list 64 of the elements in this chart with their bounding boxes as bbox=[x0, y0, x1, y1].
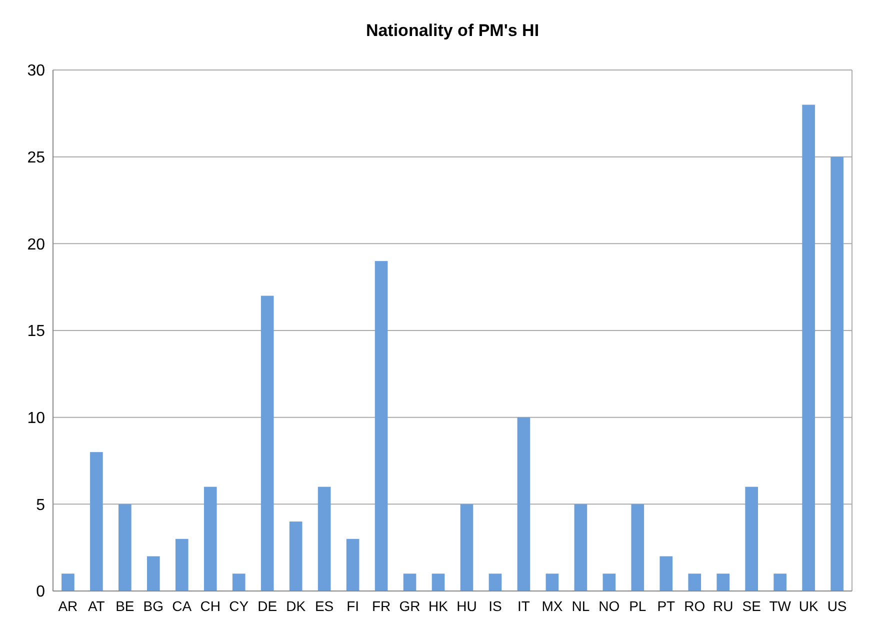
bar bbox=[232, 574, 246, 591]
y-tick-label: 25 bbox=[27, 149, 46, 166]
y-tick-label: 5 bbox=[36, 496, 46, 514]
bar bbox=[260, 296, 274, 591]
x-tick-label: DK bbox=[286, 598, 306, 614]
x-tick-label: DE bbox=[258, 598, 278, 614]
x-tick-label: NO bbox=[598, 598, 620, 614]
bar bbox=[147, 556, 160, 591]
bar bbox=[602, 574, 616, 591]
y-tick-label: 0 bbox=[36, 584, 46, 601]
bar bbox=[774, 574, 786, 591]
bar bbox=[745, 486, 758, 591]
bar bbox=[517, 417, 530, 591]
bar bbox=[830, 156, 844, 591]
bar bbox=[660, 556, 673, 591]
bar bbox=[374, 261, 388, 591]
x-tick-label: MX bbox=[542, 598, 564, 614]
bar bbox=[460, 504, 474, 591]
bar bbox=[118, 504, 132, 591]
bar bbox=[546, 574, 559, 591]
x-tick-label: GR bbox=[399, 598, 420, 614]
bar bbox=[318, 486, 331, 591]
bar bbox=[688, 574, 702, 591]
x-tick-label: BG bbox=[143, 598, 164, 614]
x-tick-label: US bbox=[827, 598, 847, 614]
bar bbox=[175, 538, 188, 591]
x-tick-label: ES bbox=[314, 598, 334, 614]
bar bbox=[631, 504, 644, 591]
x-tick-label: HK bbox=[428, 598, 449, 614]
x-tick-label: TW bbox=[769, 598, 792, 614]
x-tick-label: FR bbox=[372, 598, 391, 614]
x-tick-label: BE bbox=[116, 598, 134, 614]
y-tick-label: 15 bbox=[27, 323, 46, 340]
x-tick-label: AT bbox=[88, 598, 106, 614]
bar bbox=[574, 504, 588, 591]
x-tick-label: HU bbox=[456, 598, 477, 614]
bar bbox=[716, 574, 730, 591]
bar bbox=[432, 574, 445, 591]
bar bbox=[204, 486, 217, 591]
x-tick-label: FI bbox=[346, 598, 360, 614]
y-tick-label: 10 bbox=[27, 410, 46, 427]
bar bbox=[403, 574, 416, 591]
x-tick-label: RU bbox=[712, 598, 734, 614]
y-tick-label: 30 bbox=[27, 62, 46, 80]
bar bbox=[90, 452, 103, 591]
x-tick-label: CA bbox=[172, 598, 192, 614]
y-tick-label: 20 bbox=[27, 236, 46, 254]
x-tick-label: SE bbox=[742, 598, 761, 614]
x-tick-label: PT bbox=[657, 598, 676, 614]
x-tick-label: IS bbox=[488, 598, 502, 614]
x-tick-label: AR bbox=[58, 598, 78, 614]
bar bbox=[62, 574, 74, 591]
x-tick-label: NL bbox=[572, 598, 590, 614]
bar bbox=[289, 522, 302, 591]
x-tick-label: RO bbox=[684, 598, 706, 614]
bar bbox=[802, 104, 815, 591]
x-tick-label: CY bbox=[229, 598, 250, 614]
x-tick-label: UK bbox=[798, 598, 819, 614]
x-tick-label: IT bbox=[517, 598, 530, 614]
chart-title: Nationality of PM's HI bbox=[366, 21, 540, 40]
bar bbox=[346, 538, 360, 591]
x-tick-label: PL bbox=[629, 598, 646, 614]
x-tick-label: CH bbox=[200, 598, 220, 614]
bar bbox=[488, 574, 502, 591]
